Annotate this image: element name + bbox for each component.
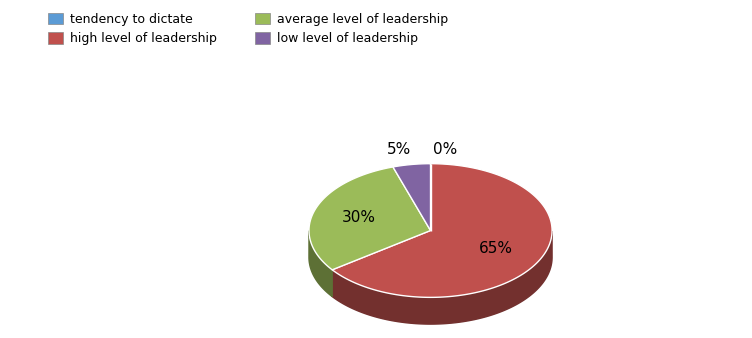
Polygon shape [309, 167, 431, 270]
Polygon shape [393, 164, 431, 231]
Text: 30%: 30% [342, 210, 376, 225]
Polygon shape [309, 190, 552, 324]
Polygon shape [332, 164, 552, 297]
Legend: tendency to dictate, high level of leadership, average level of leadership, low : tendency to dictate, high level of leade… [48, 13, 448, 45]
Text: 65%: 65% [478, 241, 513, 256]
Polygon shape [332, 231, 552, 324]
Polygon shape [309, 231, 332, 296]
Text: 5%: 5% [387, 142, 411, 156]
Text: 0%: 0% [433, 142, 457, 156]
